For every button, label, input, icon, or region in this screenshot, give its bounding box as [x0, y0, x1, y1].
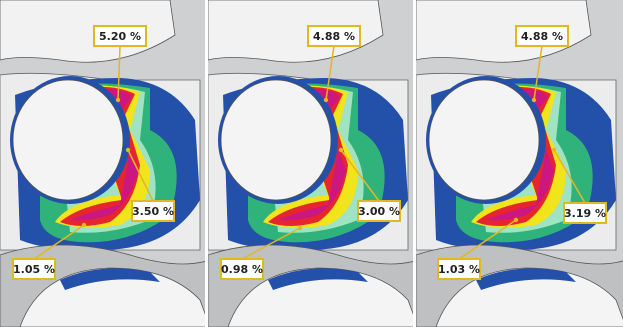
leader-dot — [126, 148, 130, 152]
contour-comparison: 5.20 %3.50 %1.05 %4.88 %3.00 %0.98 %4.88… — [0, 0, 623, 327]
panel: 4.88 % 3.00 % 0.98 % — [208, 0, 418, 327]
leader-dot — [324, 98, 328, 102]
leader-dot — [552, 148, 556, 152]
leader-dot — [514, 218, 518, 222]
strain-label: 0.98 % — [221, 263, 263, 276]
strain-label: 1.03 % — [438, 263, 480, 276]
leader-dot — [339, 148, 343, 152]
leader-dot — [298, 226, 302, 230]
strain-label: 1.05 % — [13, 263, 55, 276]
panel: 4.88 % 3.19 % 1.03 % — [416, 0, 623, 327]
strain-label: 4.88 % — [521, 30, 563, 43]
hole — [429, 80, 539, 200]
strain-label: 3.50 % — [132, 205, 174, 218]
leader-dot — [82, 223, 86, 227]
hole — [13, 80, 123, 200]
leader-dot — [532, 98, 536, 102]
strain-label: 3.19 % — [564, 207, 606, 220]
hole — [221, 80, 331, 200]
leader-dot — [116, 98, 120, 102]
strain-label: 5.20 % — [99, 30, 141, 43]
strain-label: 4.88 % — [313, 30, 355, 43]
panel: 5.20 % 3.50 % 1.05 % — [0, 0, 210, 327]
strain-label: 3.00 % — [358, 205, 400, 218]
